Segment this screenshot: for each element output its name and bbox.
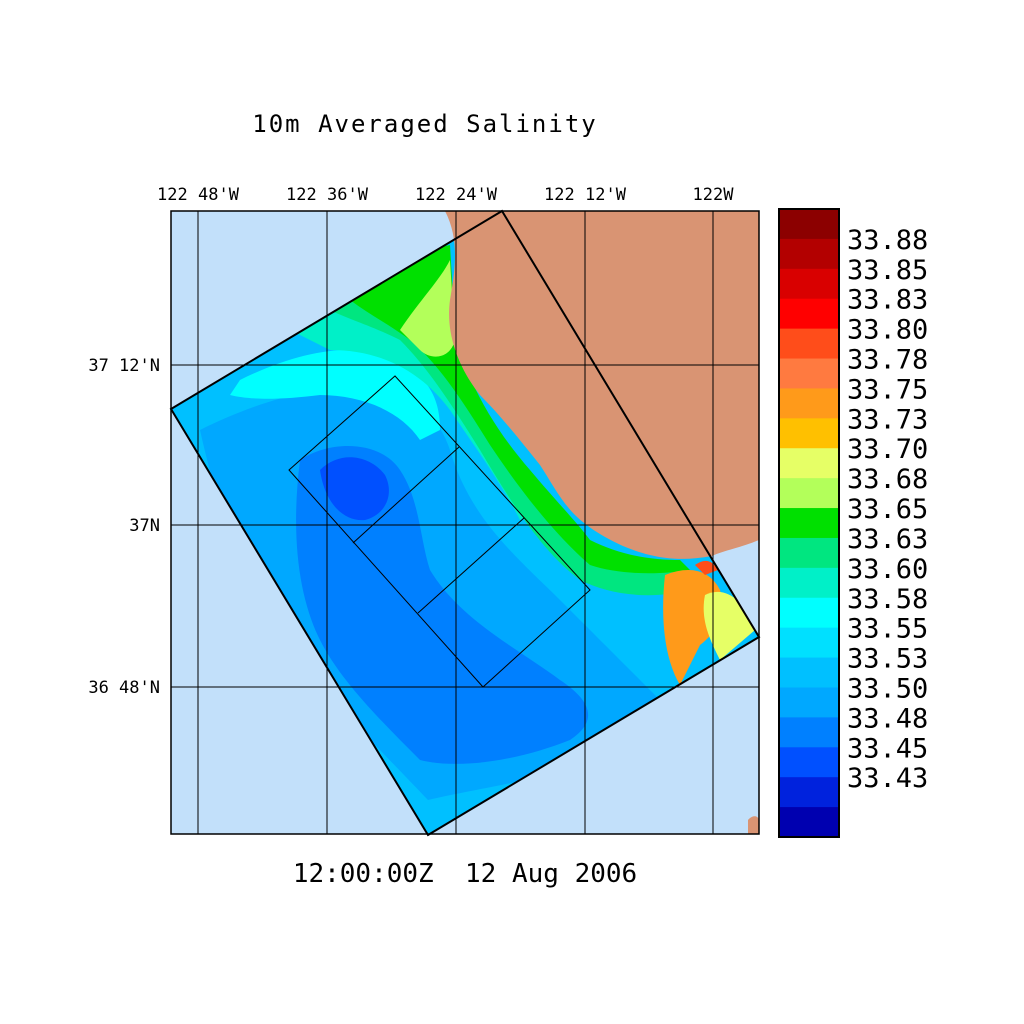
colorbar-swatch xyxy=(779,298,839,330)
nested-grid-line xyxy=(417,517,525,614)
colorbar-label: 33.63 xyxy=(847,524,928,555)
colorbar-swatch xyxy=(779,717,839,748)
lat-label: 36 48'N xyxy=(88,678,160,698)
salinity-region-lime xyxy=(400,260,455,357)
salinity-region-cyan xyxy=(230,349,440,440)
colorbar-swatch xyxy=(779,777,839,808)
lon-label: 122 48'W xyxy=(157,185,240,205)
colorbar-swatch xyxy=(779,807,839,838)
colorbar-label: 33.53 xyxy=(847,644,928,675)
colorbar-label: 33.88 xyxy=(847,225,928,256)
colorbar-swatch xyxy=(779,478,839,509)
colorbar-swatch xyxy=(779,567,839,599)
colorbar-swatch xyxy=(779,747,839,778)
colorbar-swatch xyxy=(779,597,839,629)
lon-label: 122 24'W xyxy=(415,185,498,205)
colorbar-label: 33.75 xyxy=(847,374,928,405)
colorbar-label: 33.85 xyxy=(847,255,928,286)
colorbar-swatch xyxy=(779,388,839,419)
colorbar-swatch xyxy=(779,358,839,389)
colorbar-label: 33.43 xyxy=(847,763,928,794)
colorbar xyxy=(778,208,840,838)
colorbar-swatch xyxy=(779,448,839,479)
lon-label: 122W xyxy=(693,185,735,205)
nested-grid-outline xyxy=(288,375,591,688)
colorbar-label: 33.58 xyxy=(847,584,928,615)
colorbar-label: 33.80 xyxy=(847,315,928,346)
colorbar-swatch xyxy=(779,328,839,360)
lon-label: 122 36'W xyxy=(286,185,369,205)
colorbar-swatch xyxy=(779,627,839,659)
colorbar-label: 33.45 xyxy=(847,733,928,764)
colorbar-swatch xyxy=(779,418,839,449)
map-title: 10m Averaged Salinity xyxy=(252,110,597,138)
colorbar-label: 33.60 xyxy=(847,554,928,585)
colorbar-swatch xyxy=(779,238,839,270)
nested-grid-line xyxy=(352,446,460,544)
salinity-field xyxy=(171,211,759,834)
colorbar-label: 33.70 xyxy=(847,434,928,465)
colorbar-label: 33.65 xyxy=(847,494,928,525)
salinity-region-red xyxy=(695,560,718,575)
colorbar-label: 33.48 xyxy=(847,703,928,734)
colorbar-label: 33.68 xyxy=(847,464,928,495)
colorbar-border xyxy=(778,208,840,838)
colorbar-swatch xyxy=(779,508,839,539)
colorbar-swatch xyxy=(779,657,839,688)
salinity-region-blue xyxy=(296,446,589,764)
lat-label: 37 12'N xyxy=(88,356,160,376)
salinity-region-deep-blue xyxy=(320,457,389,521)
longitude-labels: 122 48'W 122 36'W 122 24'W 122 12'W 122W xyxy=(157,185,734,205)
colorbar-label: 33.50 xyxy=(847,673,928,704)
colorbar-swatch xyxy=(779,537,839,569)
colorbar-swatch xyxy=(779,268,839,300)
land-mass xyxy=(445,211,759,559)
latitude-labels: 37 12'N 37N 36 48'N xyxy=(88,356,160,698)
colorbar-label: 33.55 xyxy=(847,614,928,645)
colorbar-label: 33.78 xyxy=(847,345,928,376)
plot-frame xyxy=(170,210,760,835)
colorbar-labels: 33.8833.8533.8333.8033.7833.7533.7333.70… xyxy=(847,225,928,794)
colorbar-swatch xyxy=(779,209,839,240)
colorbar-swatch xyxy=(779,687,839,718)
colorbar-label: 33.73 xyxy=(847,404,928,435)
timestamp-label: 12:00:00Z 12 Aug 2006 xyxy=(293,859,637,889)
nested-grid xyxy=(288,375,591,688)
lat-label: 37N xyxy=(129,516,160,536)
colorbar-label: 33.83 xyxy=(847,285,928,316)
land-fragment xyxy=(748,816,759,834)
lon-label: 122 12'W xyxy=(544,185,627,205)
